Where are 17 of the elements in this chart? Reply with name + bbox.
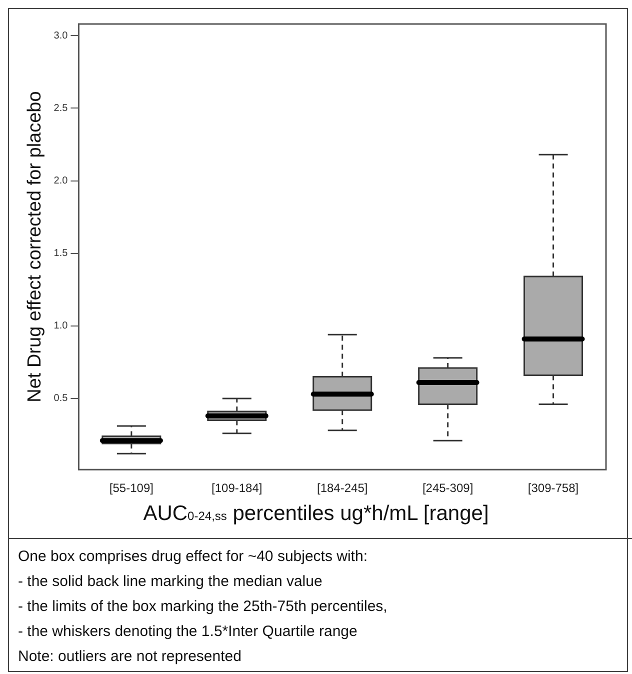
y-tick-label: 1.5: [54, 248, 68, 260]
text: - the whiskers denoting the 1.5*Inter Quartile range: [18, 622, 358, 642]
y-tick-label: 2.0: [54, 176, 68, 187]
x-tick-label: [55-109]: [109, 481, 154, 496]
x-tick-label: [245-309]: [422, 481, 474, 496]
text: - the solid back line marking the median value: [18, 572, 324, 592]
text: Note: outliers are not represented: [18, 647, 242, 667]
x-tick-label: [109-184]: [212, 481, 262, 496]
text: One box comprises drug effect for ~40 subjects with:: [18, 547, 368, 567]
x-tick-label: [184-245]: [316, 481, 368, 496]
y-tick-label: 3.0: [54, 30, 68, 42]
y-tick-label: 0.5: [54, 393, 68, 404]
y-tick-label: 2.5: [54, 102, 68, 114]
y-axis-title: Net Drug effect corrected for placebo: [24, 91, 46, 402]
y-tick-label: 1.0: [54, 320, 68, 332]
x-tick-label: [309-758]: [528, 481, 579, 496]
text: - the limits of the box marking the 25th-75th percentiles,: [18, 597, 388, 617]
